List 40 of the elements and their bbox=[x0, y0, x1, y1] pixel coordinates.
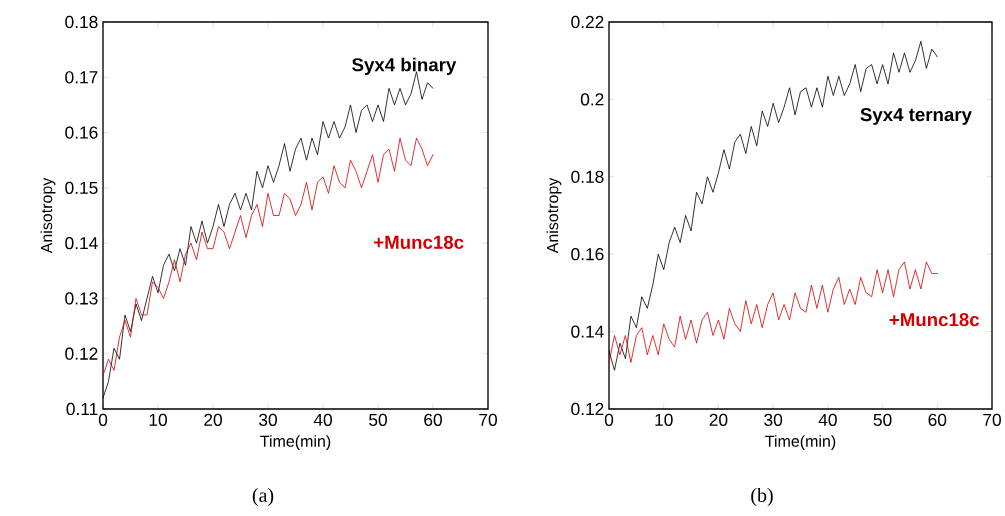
y-tick-label: 0.13 bbox=[65, 292, 98, 305]
x-tick-label: 20 bbox=[204, 413, 222, 426]
y-tick-label: 0.14 bbox=[65, 236, 98, 250]
y-tick-label: 0.15 bbox=[65, 181, 98, 194]
x-tick-label: 10 bbox=[655, 413, 673, 426]
y-tick-label: 0.14 bbox=[571, 325, 604, 338]
x-tick-label: 10 bbox=[149, 413, 167, 426]
y-tick-label: 0.16 bbox=[65, 126, 98, 139]
series-label: Syx4 ternary bbox=[860, 107, 972, 125]
x-axis-title: Time(min) bbox=[765, 435, 836, 451]
y-axis-title: Anisotropy bbox=[546, 177, 562, 254]
x-tick-label: 0 bbox=[98, 413, 108, 426]
y-tick-label: 0.2 bbox=[580, 93, 604, 106]
y-tick-label: 0.12 bbox=[65, 347, 98, 360]
y-tick-label: 0.16 bbox=[571, 248, 604, 261]
x-tick-label: 60 bbox=[928, 413, 947, 426]
x-tick-label: 0 bbox=[604, 413, 614, 426]
y-tick-label: 0.17 bbox=[65, 71, 98, 84]
y-tick-label: 0.12 bbox=[571, 402, 604, 416]
series-label: Syx4 binary bbox=[352, 57, 457, 76]
x-tick-label: 40 bbox=[313, 413, 332, 426]
text: (a) bbox=[252, 487, 274, 507]
x-axis-title: Time(min) bbox=[260, 435, 331, 451]
x-tick-label: 60 bbox=[424, 413, 442, 426]
series-label: +Munc18c bbox=[889, 313, 980, 327]
x-tick-label: 70 bbox=[983, 413, 1001, 426]
y-tick-label: 0.22 bbox=[571, 15, 604, 29]
x-tick-label: 30 bbox=[764, 413, 783, 426]
y-axis-title: Anisotropy bbox=[40, 177, 56, 254]
y-tick-label: 0.18 bbox=[571, 170, 604, 183]
x-tick-label: 20 bbox=[709, 413, 728, 426]
y-tick-label: 0.11 bbox=[66, 402, 98, 416]
x-tick-label: 30 bbox=[259, 413, 277, 426]
x-tick-label: 50 bbox=[369, 413, 387, 426]
x-tick-label: 70 bbox=[479, 413, 497, 426]
text: (b) bbox=[751, 487, 773, 507]
y-tick-label: 0.18 bbox=[65, 15, 98, 29]
x-tick-label: 50 bbox=[873, 413, 892, 426]
x-tick-label: 40 bbox=[818, 413, 837, 426]
text: +Munc18c bbox=[374, 235, 464, 249]
